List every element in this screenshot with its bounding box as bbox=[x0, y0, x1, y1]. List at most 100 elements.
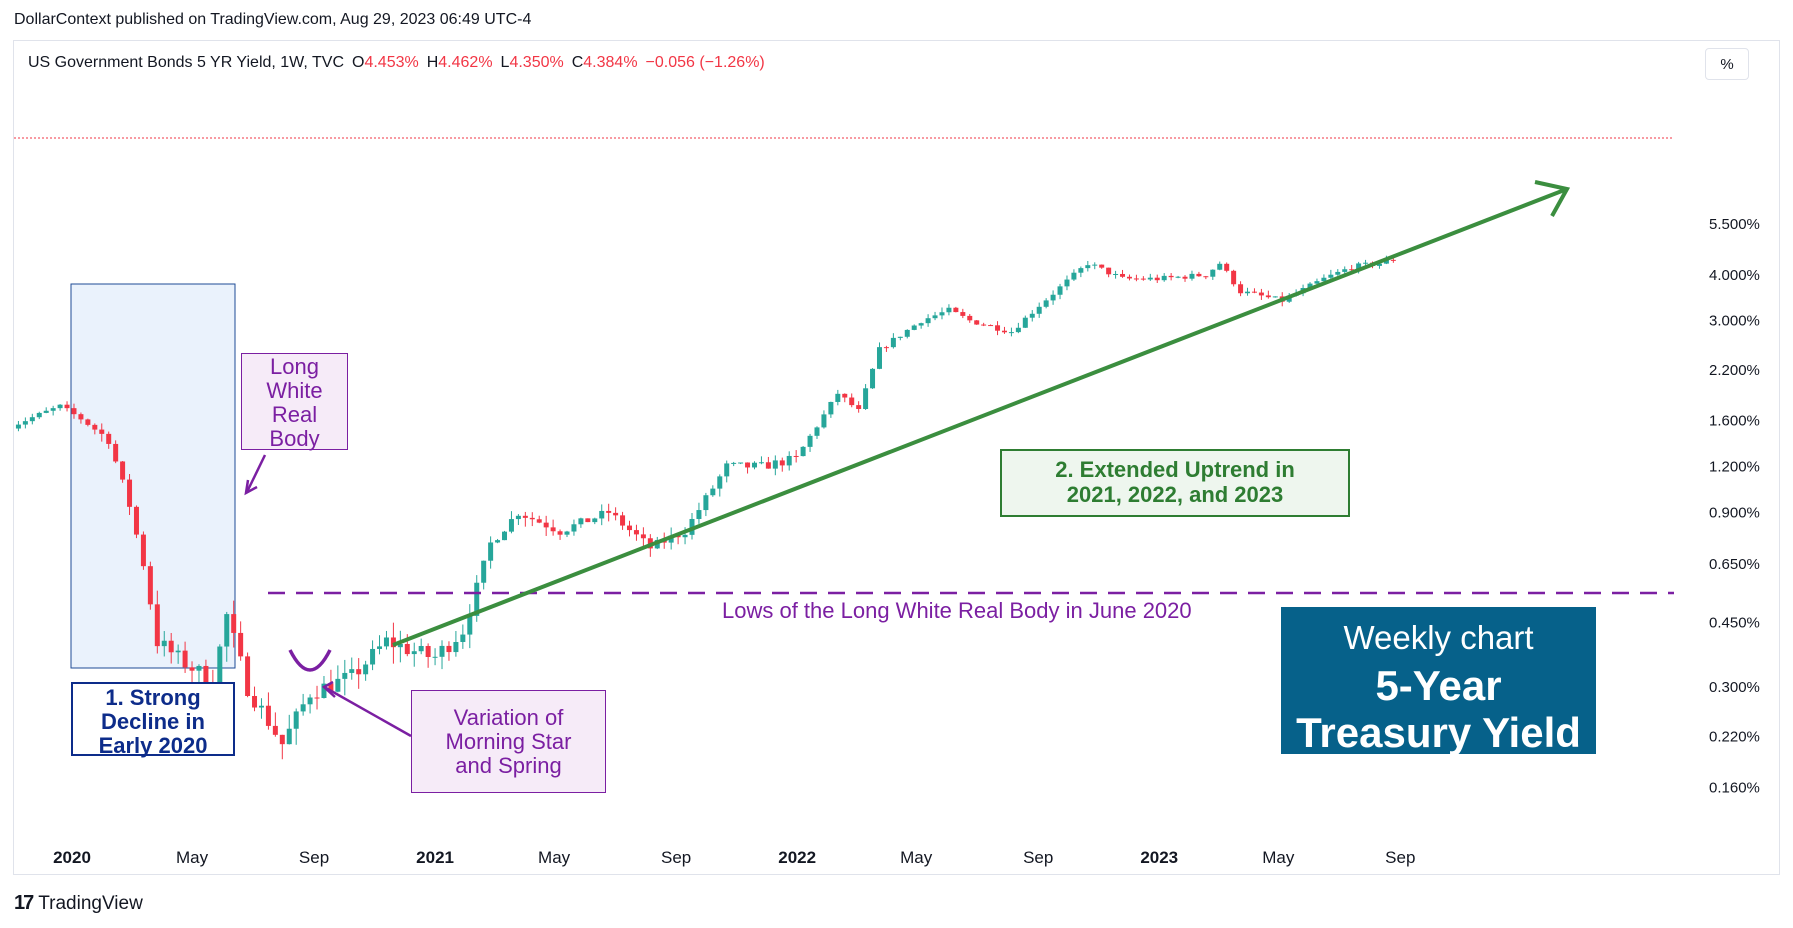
candle-body bbox=[1120, 273, 1126, 277]
candle-body bbox=[883, 347, 889, 349]
candle-body bbox=[120, 461, 126, 480]
candle-body bbox=[1349, 269, 1355, 271]
candle-body bbox=[161, 640, 167, 647]
candle-body bbox=[383, 637, 389, 647]
candle-body bbox=[272, 725, 278, 735]
candle-body bbox=[328, 683, 334, 692]
lwrb-line-1: Long bbox=[270, 354, 319, 379]
candle-body bbox=[1390, 259, 1396, 261]
candle-body bbox=[411, 651, 417, 655]
title-card-line-2: Treasury Yield bbox=[1296, 709, 1581, 756]
candle-body bbox=[696, 510, 702, 519]
uptrend-arrow-head bbox=[1534, 180, 1571, 217]
candle-body bbox=[64, 404, 70, 409]
candle-body bbox=[133, 506, 139, 535]
candle-body bbox=[1328, 274, 1334, 278]
title-card-line-1: 5-Year bbox=[1375, 662, 1502, 709]
candle-body bbox=[1154, 277, 1160, 281]
candle-body bbox=[807, 435, 813, 447]
candle-body bbox=[1258, 292, 1264, 296]
candle-body bbox=[876, 347, 882, 369]
decline-line-1: 1. Strong bbox=[105, 685, 201, 710]
candle-body bbox=[425, 645, 431, 657]
candle-body bbox=[1224, 263, 1230, 271]
change-value: −0.056 (−1.26%) bbox=[645, 54, 765, 71]
x-tick-label: May bbox=[1262, 848, 1295, 867]
lwrb-arrow-head bbox=[244, 479, 258, 496]
candle-body bbox=[522, 515, 528, 518]
candle-body bbox=[606, 510, 612, 513]
candle-body bbox=[1175, 276, 1181, 278]
candle-body bbox=[196, 665, 202, 671]
x-tick-label: 2021 bbox=[416, 848, 454, 867]
candle-body bbox=[550, 527, 556, 532]
candle-body bbox=[515, 515, 521, 520]
candle-body bbox=[1245, 291, 1251, 294]
high-label: H bbox=[426, 54, 439, 71]
candle-body bbox=[453, 641, 459, 653]
candle-body bbox=[557, 531, 563, 535]
y-tick-label: 0.220% bbox=[1709, 729, 1760, 746]
candle-body bbox=[1001, 330, 1007, 333]
candle-body bbox=[960, 312, 966, 316]
candle-body bbox=[189, 667, 195, 671]
candle-body bbox=[870, 368, 876, 389]
candle-body bbox=[1015, 327, 1021, 333]
high-value: 4.462% bbox=[438, 54, 493, 71]
unit-toggle-button[interactable]: % bbox=[1705, 48, 1749, 80]
candle-body bbox=[57, 404, 63, 409]
morning-line-2: Morning Star bbox=[445, 729, 572, 754]
candle-body bbox=[856, 405, 862, 409]
candle-body bbox=[404, 643, 410, 655]
candle-body bbox=[710, 488, 716, 496]
morning-star-arrow-head bbox=[321, 680, 336, 698]
candle-body bbox=[92, 424, 98, 430]
candle-body bbox=[127, 479, 133, 507]
y-axis[interactable]: 5.500% 4.000% 3.000% 2.200% 1.600% 1.200% 0.90… bbox=[1709, 216, 1760, 796]
lwrb-arrow bbox=[245, 454, 267, 493]
candle-body bbox=[203, 665, 209, 685]
candle-body bbox=[460, 634, 466, 642]
candle-body bbox=[599, 510, 605, 519]
candle-body bbox=[1196, 273, 1202, 277]
title-card: Weekly chart 5-Year Treasury Yield bbox=[1281, 607, 1596, 756]
x-tick-label: May bbox=[176, 848, 209, 867]
candle-body bbox=[578, 518, 584, 525]
candle-body bbox=[1057, 286, 1063, 295]
candle-body bbox=[265, 705, 271, 726]
candle-body bbox=[467, 615, 473, 635]
open-label: O bbox=[352, 54, 365, 71]
candle-body bbox=[613, 512, 619, 516]
candle-body bbox=[15, 424, 21, 429]
tradingview-logo[interactable]: 17 TradingView bbox=[14, 892, 143, 915]
candle-body bbox=[911, 325, 917, 330]
candle-body bbox=[745, 462, 751, 468]
decline-highlight-region bbox=[70, 283, 236, 669]
candle-body bbox=[113, 443, 119, 462]
candle-body bbox=[1189, 273, 1195, 279]
candle-body bbox=[106, 433, 112, 444]
decline-line-3: Early 2020 bbox=[98, 733, 208, 758]
candle-body bbox=[1140, 278, 1146, 280]
candle-body bbox=[1133, 278, 1139, 280]
candle-body bbox=[800, 446, 806, 457]
candle-body bbox=[918, 323, 924, 326]
candle-body bbox=[224, 614, 230, 647]
publisher-line: DollarContext published on TradingView.c… bbox=[14, 11, 532, 28]
candle-body bbox=[758, 462, 764, 464]
candle-body bbox=[1078, 268, 1084, 273]
candle-body bbox=[1085, 265, 1091, 269]
candle-body bbox=[154, 604, 160, 647]
x-axis[interactable]: 2020 May Sep 2021 May Sep 2022 May Sep 2023 May Sep bbox=[53, 848, 1415, 867]
morning-star-arrow bbox=[325, 686, 412, 738]
decline-line-2: Decline in bbox=[101, 709, 205, 734]
candle-body bbox=[724, 463, 730, 477]
open-value: 4.453% bbox=[364, 54, 419, 71]
candle-body bbox=[1029, 313, 1035, 318]
candle-body bbox=[1314, 281, 1320, 284]
candle-body bbox=[988, 325, 994, 327]
candle-body bbox=[71, 408, 77, 415]
candle-body bbox=[508, 519, 514, 532]
candle-body bbox=[1376, 263, 1382, 266]
